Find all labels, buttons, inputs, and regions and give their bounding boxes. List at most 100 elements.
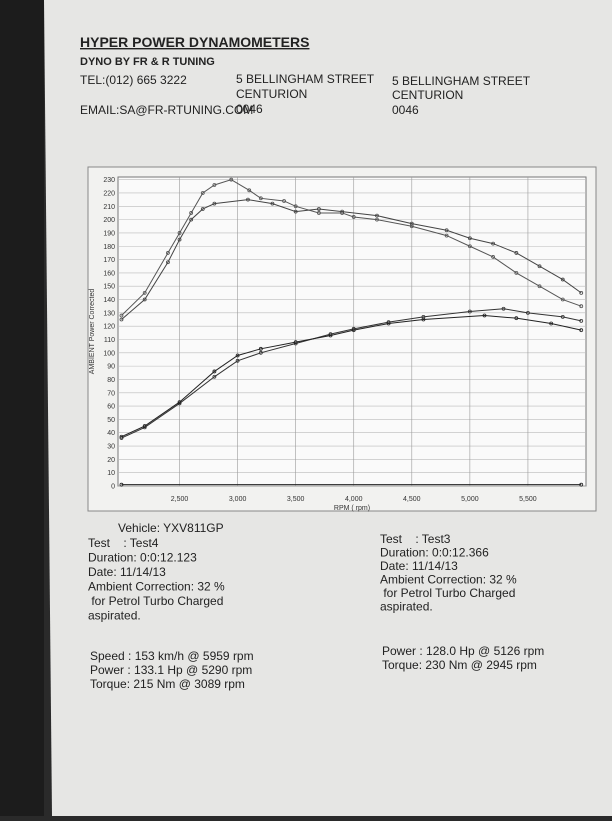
data-point (579, 482, 584, 487)
data-point (351, 215, 356, 219)
result: Speed : 153 km/h @ 5959 rpm (90, 649, 254, 663)
result: Torque: 230 Nm @ 2945 rpm (382, 658, 537, 672)
data-point (467, 309, 472, 314)
data-point (386, 321, 391, 326)
y-tick-label: 20 (107, 457, 115, 464)
data-point (189, 217, 194, 222)
data-point (444, 228, 449, 233)
data-point (501, 306, 506, 311)
data-point (235, 358, 240, 363)
data-point (119, 482, 124, 487)
data-point (537, 264, 542, 269)
chart: 0 10 20 30 40 50 60 70 80 90 100 110 120 130 140 150 160… (89, 176, 587, 512)
y-tick-label: 10 (107, 470, 115, 477)
data-point (514, 316, 519, 321)
test-info: Duration: 0:0:12.366 (380, 546, 489, 560)
address: 0046 (392, 103, 419, 117)
y-tick-label: 90 (107, 364, 115, 371)
address: 5 BELLINGHAM STREET (236, 72, 375, 86)
data-point (200, 191, 205, 195)
data-point (537, 284, 542, 289)
test-info: aspirated. (380, 600, 433, 614)
data-point (119, 317, 124, 322)
data-point (166, 260, 170, 265)
data-point (375, 217, 379, 222)
data-point (177, 400, 182, 404)
data-point (142, 424, 147, 428)
x-tick-label: 4,000 (345, 496, 363, 503)
data-point (258, 350, 263, 355)
x-tick-label: 3,500 (287, 496, 305, 503)
address: 5 BELLINGHAM STREET (392, 74, 531, 88)
test-info: Date: 11/14/13 (88, 565, 166, 579)
data-point (560, 277, 565, 282)
y-tick-label: 190 (103, 230, 115, 237)
data-point (421, 317, 426, 322)
data-point (258, 346, 263, 351)
y-tick-label: 120 (103, 324, 115, 331)
data-point (560, 314, 565, 319)
y-tick-label: 210 (103, 204, 115, 211)
data-point (212, 201, 217, 206)
y-tick-label: 80 (107, 377, 115, 384)
y-tick-label: 220 (103, 190, 115, 197)
tel: TEL:(012) 665 3222 (80, 73, 187, 87)
data-point (282, 199, 286, 203)
result: Torque: 215 Nm @ 3089 rpm (90, 677, 245, 691)
data-point (293, 340, 298, 345)
x-tick-label: 5,500 (519, 496, 537, 503)
x-tick-label: 3,000 (229, 496, 247, 503)
data-point (351, 328, 356, 333)
result: Power : 128.0 Hp @ 5126 rpm (382, 644, 544, 658)
series-line (121, 199, 582, 320)
y-tick-label: 40 (107, 430, 115, 437)
background (0, 0, 44, 816)
data-point (246, 197, 250, 202)
test-info: Date: 11/14/13 (380, 559, 458, 573)
series-line (121, 179, 582, 316)
title: HYPER POWER DYNAMOMETERS (80, 34, 309, 50)
data-point (142, 297, 147, 302)
y-tick-label: 200 (103, 217, 115, 224)
x-tick-label: 2,500 (171, 496, 189, 503)
y-tick-label: 60 (107, 404, 115, 411)
x-tick-label: 5,000 (461, 496, 479, 503)
data-point (514, 251, 519, 255)
y-tick-label: 140 (103, 297, 115, 304)
data-point (119, 313, 124, 318)
data-point (375, 213, 379, 218)
data-point (409, 221, 414, 226)
address: 0046 (236, 102, 263, 116)
y-tick-label: 110 (104, 337, 115, 344)
address: CENTURION (236, 87, 307, 101)
data-point (142, 290, 147, 295)
data-point (467, 236, 472, 241)
data-point (560, 297, 565, 302)
x-tick-label: 4,500 (403, 496, 421, 503)
y-tick-label: 230 (103, 177, 115, 184)
test-info: aspirated. (88, 609, 141, 623)
data-point (177, 231, 182, 235)
data-point (328, 333, 333, 338)
y-tick-label: 70 (107, 390, 115, 397)
data-point (235, 353, 240, 358)
y-tick-label: 50 (107, 417, 115, 424)
data-point (247, 188, 252, 193)
test-info: for Petrol Turbo Charged (88, 594, 223, 608)
series-line (121, 315, 582, 438)
data-point (200, 207, 205, 211)
test-info: Test : Test3 (380, 532, 451, 546)
data-point (579, 328, 584, 333)
data-point (444, 233, 449, 238)
data-point (526, 310, 530, 315)
y-tick-label: 150 (103, 284, 115, 291)
email: EMAIL:SA@FR-RTUNING.COM (80, 103, 253, 117)
data-point (340, 209, 345, 214)
data-point (579, 304, 584, 309)
data-point (491, 241, 495, 246)
test-info: Test : Test4 (88, 536, 159, 550)
data-point (317, 211, 321, 215)
x-axis-label: RPM ( rpm) (334, 505, 370, 512)
subtitle: DYNO BY FR & R TUNING (80, 56, 215, 68)
